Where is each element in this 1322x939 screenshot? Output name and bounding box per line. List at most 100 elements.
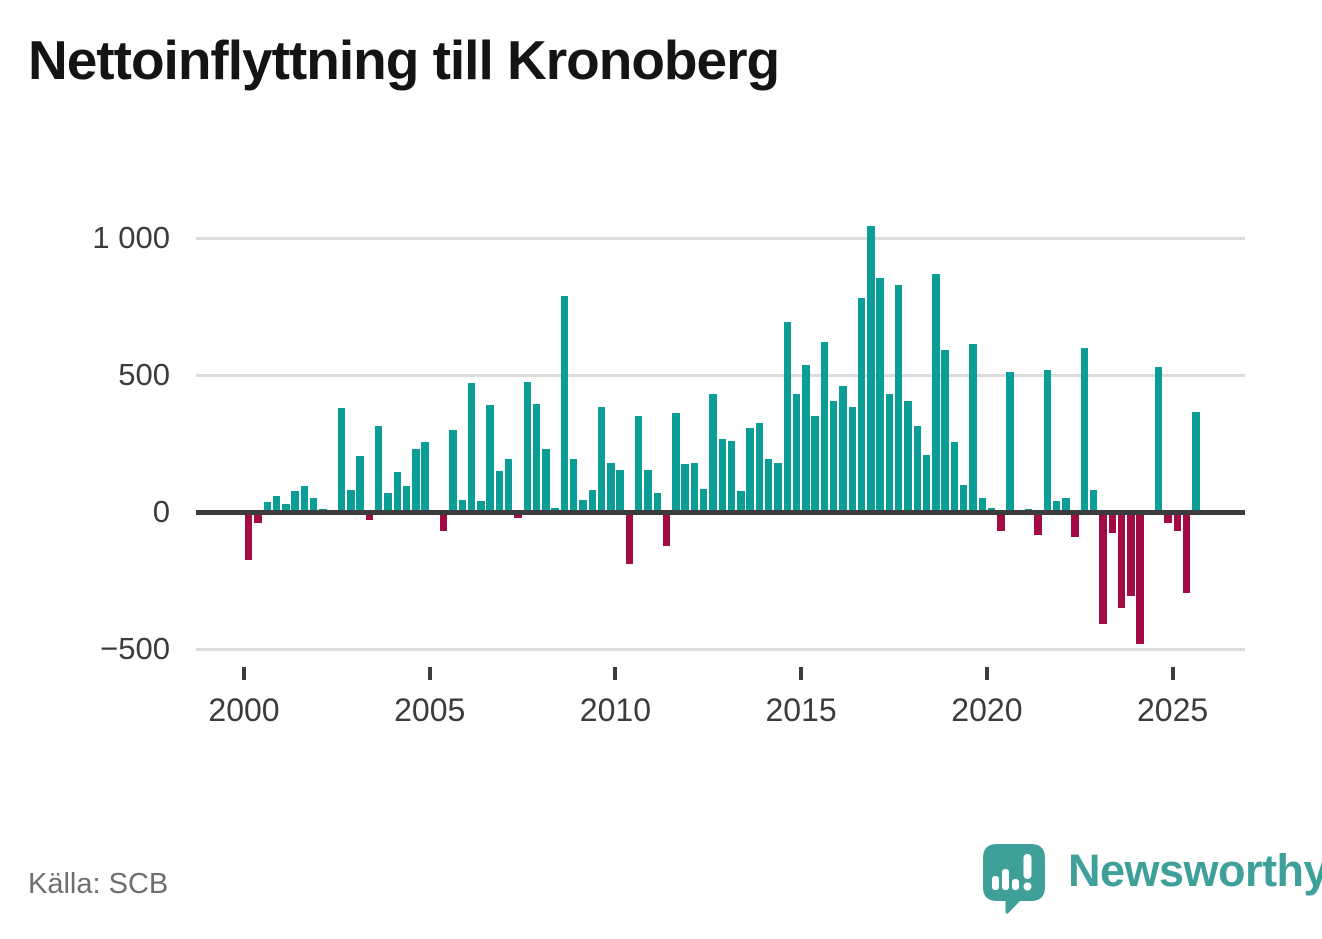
bar-2006-q2 — [477, 501, 485, 512]
gridline-1000 — [196, 236, 1245, 240]
bar-2020-q3 — [1006, 372, 1014, 512]
bar-2021-q3 — [1043, 369, 1051, 512]
bar-2000-q2 — [254, 512, 262, 523]
bar-2016-q2 — [848, 406, 856, 512]
bar-2001-q1 — [282, 503, 290, 512]
bar-2017-q3 — [894, 284, 903, 512]
bar-2016-q3 — [857, 298, 866, 512]
bar-2006-q4 — [495, 470, 504, 512]
bar-2004-q4 — [421, 442, 429, 512]
x-axis-tick-2020 — [984, 667, 989, 680]
bar-2007-q2 — [514, 512, 522, 518]
x-axis-zero-line — [196, 509, 1245, 515]
bar-2024-q3 — [1154, 366, 1163, 512]
bar-2005-q2 — [439, 512, 448, 532]
x-axis-tick-2000 — [242, 667, 246, 680]
x-axis-tick-2010 — [613, 667, 618, 680]
bar-2012-q1 — [690, 462, 699, 512]
bar-2010-q2 — [625, 512, 634, 565]
bar-2015-q3 — [820, 342, 829, 512]
x-axis-label-2000: 2000 — [208, 692, 280, 728]
bar-2016-q4 — [867, 225, 875, 512]
bar-2000-q4 — [272, 495, 281, 512]
bar-2011-q2 — [662, 512, 671, 547]
bar-2025-q2 — [1182, 512, 1191, 593]
y-axis-label-0: 0 — [152, 494, 170, 529]
bar-2025-q3 — [1192, 412, 1200, 512]
bar-2008-q4 — [569, 458, 578, 512]
bar-2018-q1 — [913, 425, 921, 512]
bar-2014-q3 — [783, 321, 791, 512]
bar-2001-q3 — [300, 486, 309, 512]
bar-2014-q4 — [792, 394, 801, 512]
bar-2000-q1 — [244, 512, 253, 560]
bar-2007-q4 — [532, 403, 541, 512]
brand-lockup: Newsworthy — [982, 843, 1322, 915]
bar-2012-q2 — [699, 488, 708, 512]
y-axis-label--500: −500 — [100, 631, 170, 666]
bar-2007-q3 — [523, 381, 531, 513]
bar-2022-q2 — [1071, 512, 1079, 537]
bar-2005-q4 — [458, 499, 466, 512]
bar-2012-q4 — [718, 439, 726, 512]
bar-2000-q3 — [263, 502, 271, 512]
bar-2005-q3 — [449, 429, 457, 512]
x-axis-label-2015: 2015 — [765, 692, 837, 728]
bar-2003-q3 — [374, 425, 383, 512]
bar-2024-q1 — [1136, 512, 1144, 644]
bar-2014-q1 — [764, 458, 773, 512]
bar-2010-q3 — [634, 416, 643, 512]
bar-2009-q3 — [597, 406, 606, 512]
source-attribution: Källa: SCB — [28, 868, 169, 900]
bar-2023-q3 — [1117, 512, 1126, 608]
bar-2017-q2 — [885, 394, 894, 512]
brand-name: Newsworthy — [1068, 845, 1322, 896]
bar-2004-q1 — [393, 472, 401, 512]
bar-2012-q3 — [709, 394, 717, 512]
bar-2008-q1 — [542, 449, 550, 512]
newsworthy-logo-icon — [983, 844, 1045, 914]
bar-2019-q2 — [959, 484, 968, 512]
bar-2025-q1 — [1173, 512, 1181, 532]
bar-2003-q4 — [384, 492, 392, 512]
bar-2019-q1 — [950, 442, 959, 512]
bar-2001-q2 — [291, 491, 299, 512]
gridline-500 — [196, 373, 1245, 377]
bar-2004-q3 — [412, 449, 420, 512]
bar-2003-q1 — [356, 455, 364, 512]
bar-2006-q3 — [486, 405, 494, 512]
bar-2024-q4 — [1164, 512, 1172, 523]
bar-2022-q4 — [1089, 490, 1098, 512]
bar-2023-q1 — [1099, 512, 1107, 625]
x-axis-tick-2015 — [799, 667, 804, 680]
bar-2007-q1 — [504, 458, 513, 512]
bar-2009-q2 — [588, 490, 596, 512]
bar-2010-q4 — [644, 469, 652, 512]
chart-title: Nettoinflyttning till Kronoberg — [28, 29, 780, 91]
bar-2015-q2 — [811, 416, 819, 512]
bar-2023-q4 — [1127, 512, 1135, 596]
bar-2021-q2 — [1034, 512, 1042, 536]
y-axis-label-1000: 1 000 — [92, 220, 170, 255]
bar-2023-q2 — [1108, 512, 1116, 533]
bar-2021-q4 — [1052, 501, 1061, 512]
bar-2008-q3 — [560, 295, 569, 512]
bar-2014-q2 — [774, 462, 782, 512]
x-axis-label-2025: 2025 — [1137, 692, 1209, 728]
bar-2010-q1 — [616, 469, 624, 512]
bar-2020-q2 — [997, 512, 1005, 532]
bar-2013-q3 — [746, 428, 754, 512]
bar-2022-q1 — [1062, 498, 1070, 512]
bar-2002-q3 — [337, 407, 346, 512]
bar-2022-q3 — [1080, 347, 1089, 512]
y-axis-label-500: 500 — [118, 357, 170, 392]
bar-2011-q4 — [681, 464, 689, 513]
bar-2011-q3 — [672, 413, 680, 512]
x-axis-label-2010: 2010 — [579, 692, 651, 728]
bar-2003-q2 — [365, 512, 374, 521]
bar-2018-q3 — [932, 273, 940, 512]
bar-2004-q2 — [402, 486, 411, 512]
bar-2009-q1 — [579, 499, 587, 512]
bar-2017-q4 — [904, 401, 912, 512]
bar-2002-q4 — [347, 490, 355, 512]
